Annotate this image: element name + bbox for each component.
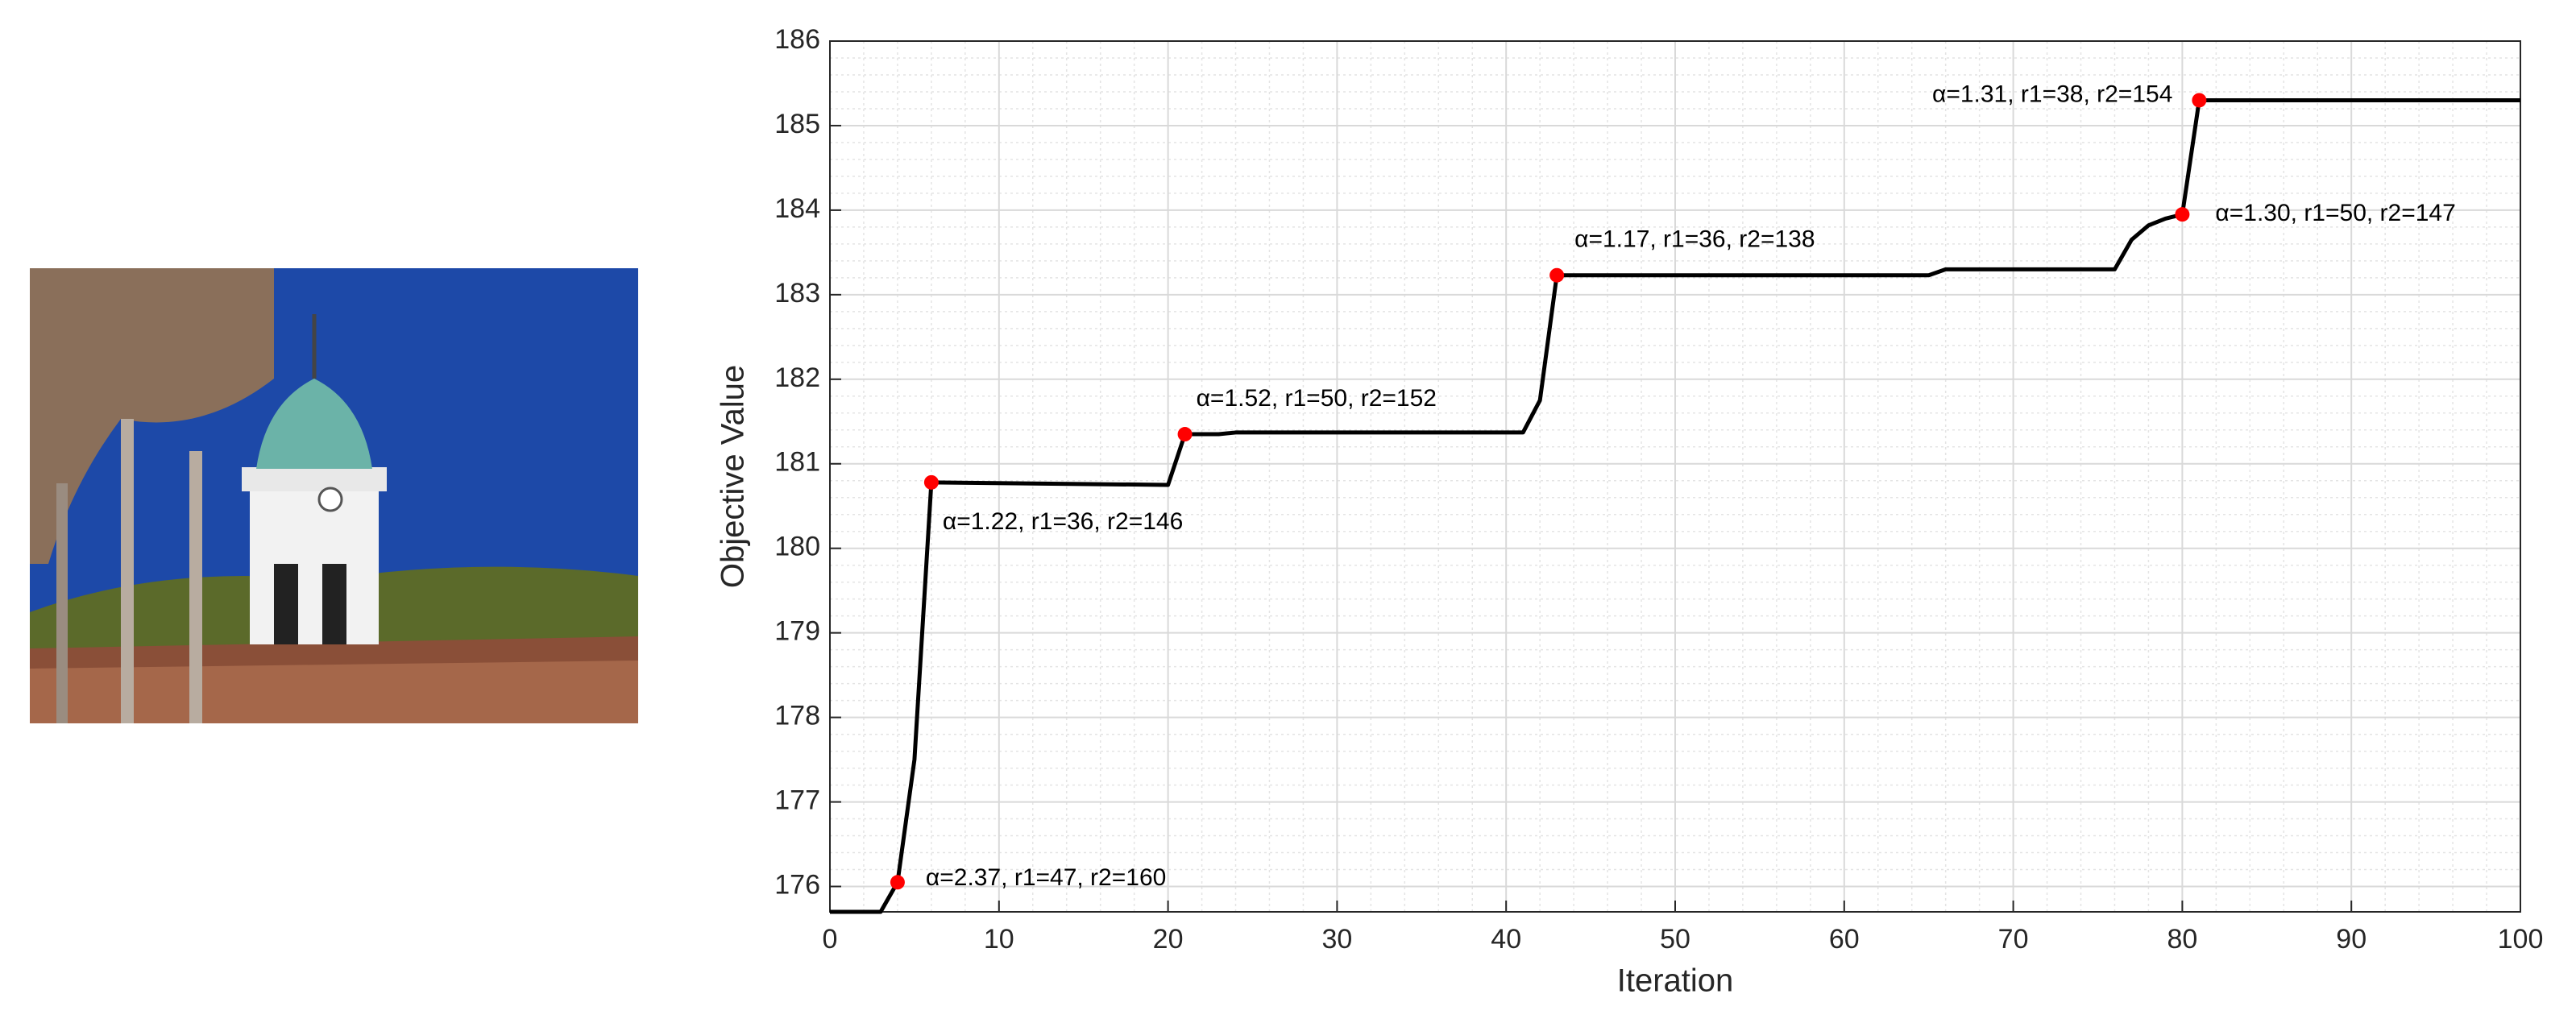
annotation: α=2.37, r1=47, r2=160 [926, 864, 1166, 891]
y-tick-label: 178 [774, 701, 820, 731]
x-tick-label: 60 [1829, 924, 1860, 955]
marker [1549, 267, 1565, 283]
y-tick-label: 185 [774, 109, 820, 139]
annotation: α=1.30, r1=50, r2=147 [2215, 200, 2455, 226]
x-tick-label: 20 [1153, 924, 1184, 955]
y-tick-label: 182 [774, 362, 820, 393]
marker [2175, 207, 2190, 222]
y-axis-label: Objective Value [716, 365, 751, 588]
x-tick-label: 30 [1321, 924, 1352, 955]
marker [2192, 93, 2207, 108]
photo [30, 268, 638, 723]
x-tick-label: 90 [2336, 924, 2367, 955]
x-tick-label: 40 [1491, 924, 1521, 955]
y-tick-label: 180 [774, 532, 820, 562]
y-tick-label: 176 [774, 869, 820, 900]
plot-frame [829, 40, 2521, 913]
y-tick-label: 183 [774, 278, 820, 309]
line [830, 97, 2520, 914]
x-tick-label: 100 [2498, 924, 2544, 955]
annotation: α=1.31, r1=38, r2=154 [1932, 81, 2172, 107]
y-tick-label: 184 [774, 193, 820, 224]
x-tick-label: 0 [823, 924, 838, 955]
x-tick-label: 10 [984, 924, 1014, 955]
y-tick-label: 177 [774, 785, 820, 816]
x-tick-label: 80 [2167, 924, 2197, 955]
annotation: α=1.52, r1=50, r2=152 [1197, 385, 1437, 412]
x-tick-label: 70 [1998, 924, 2029, 955]
marker [923, 474, 939, 490]
y-tick-label: 179 [774, 616, 820, 647]
y-tick-label: 186 [774, 24, 820, 55]
chart: 0 10 20 30 40 50 60 70 80 90 100 176 177 178 179 180 181… [716, 24, 2544, 999]
marker [890, 875, 905, 890]
y-tick-label: 181 [774, 447, 820, 478]
annotation: α=1.22, r1=36, r2=146 [943, 508, 1183, 535]
annotation: α=1.17, r1=36, r2=138 [1574, 226, 1815, 253]
x-axis-label: Iteration [1617, 963, 1734, 999]
x-tick-label: 50 [1660, 924, 1690, 955]
marker [1177, 427, 1193, 442]
